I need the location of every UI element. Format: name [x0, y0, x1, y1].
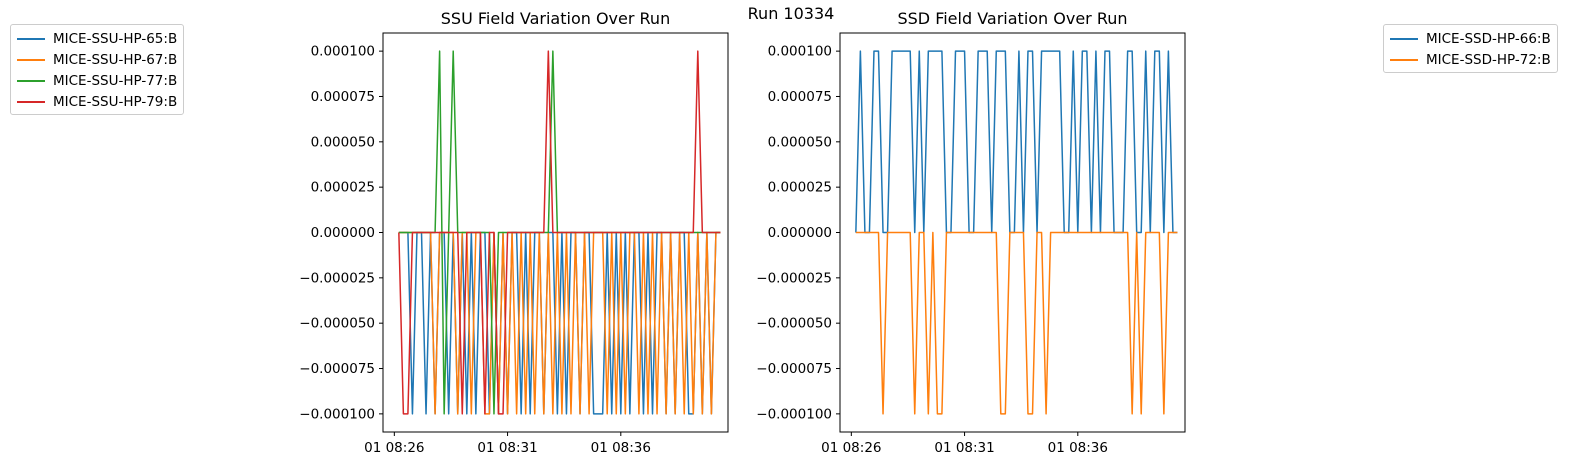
y-tick-label: 0.000025	[768, 180, 832, 196]
ssd-legend: MICE-SSD-HP-66:B MICE-SSD-HP-72:B	[1383, 24, 1558, 73]
x-tick-label: 01 08:26	[364, 440, 424, 456]
y-tick-label: −0.000075	[299, 361, 375, 377]
legend-label: MICE-SSU-HP-65:B	[53, 30, 178, 47]
x-tick-label: 01 08:36	[1048, 440, 1108, 456]
legend-label: MICE-SSU-HP-67:B	[53, 51, 178, 68]
legend-label: MICE-SSU-HP-77:B	[53, 72, 178, 89]
y-tick-label: −0.000050	[299, 316, 375, 332]
ssu-legend: MICE-SSU-HP-65:B MICE-SSU-HP-67:B MICE-SSU…	[10, 24, 185, 115]
legend-label: MICE-SSU-HP-79:B	[53, 93, 178, 110]
x-tick-label: 01 08:31	[934, 440, 994, 456]
legend-item-mice-ssu-hp-77-b: MICE-SSU-HP-77:B	[17, 70, 177, 91]
x-tick-label: 01 08:31	[477, 440, 537, 456]
legend-item-mice-ssu-hp-79-b: MICE-SSU-HP-79:B	[17, 91, 177, 112]
y-tick-label: 0.000025	[311, 180, 375, 196]
y-tick-label: −0.000025	[756, 270, 832, 286]
y-tick-label: 0.000100	[768, 44, 832, 60]
y-tick-label: 0.000075	[311, 89, 375, 105]
y-tick-label: 0.000075	[768, 89, 832, 105]
y-tick-label: 0.000000	[768, 225, 832, 241]
legend-swatch	[1390, 58, 1418, 61]
x-tick-label: 01 08:36	[591, 440, 651, 456]
y-tick-label: −0.000100	[299, 406, 375, 422]
y-tick-label: 0.000050	[768, 134, 832, 150]
ssd-plot-area	[855, 50, 1178, 415]
x-tick-label: 01 08:26	[821, 440, 881, 456]
legend-item-mice-ssd-hp-72-b: MICE-SSD-HP-72:B	[1390, 49, 1551, 70]
y-tick-label: 0.000100	[311, 44, 375, 60]
series-line-mice-ssd-hp-72-b	[855, 231, 1178, 415]
y-tick-label: −0.000075	[756, 361, 832, 377]
legend-swatch	[17, 79, 45, 82]
legend-label: MICE-SSD-HP-66:B	[1426, 30, 1551, 47]
y-tick-label: 0.000000	[311, 225, 375, 241]
legend-item-mice-ssu-hp-65-b: MICE-SSU-HP-65:B	[17, 28, 177, 49]
y-tick-label: 0.000050	[311, 134, 375, 150]
series-line-mice-ssu-hp-79-b	[398, 50, 721, 415]
legend-label: MICE-SSD-HP-72:B	[1426, 51, 1551, 68]
figure-title: Run 10334	[747, 4, 835, 23]
legend-swatch	[1390, 37, 1418, 40]
ssd-chart-title: SSD Field Variation Over Run	[897, 9, 1127, 28]
legend-swatch	[17, 37, 45, 40]
y-tick-label: −0.000100	[756, 406, 832, 422]
ssu-chart: 0.000100 0.000075 0.000050 0.000025 0.000000…	[299, 9, 729, 456]
ssu-chart-title: SSU Field Variation Over Run	[441, 9, 670, 28]
legend-swatch	[17, 58, 45, 61]
ssd-chart: 0.000100 0.000075 0.000050 0.000025 0.000000…	[756, 9, 1186, 456]
legend-swatch	[17, 100, 45, 103]
legend-item-mice-ssu-hp-67-b: MICE-SSU-HP-67:B	[17, 49, 177, 70]
legend-item-mice-ssd-hp-66-b: MICE-SSD-HP-66:B	[1390, 28, 1551, 49]
y-tick-label: −0.000025	[299, 270, 375, 286]
series-line-mice-ssd-hp-66-b	[855, 50, 1178, 234]
y-tick-label: −0.000050	[756, 316, 832, 332]
ssu-plot-area	[398, 50, 721, 415]
